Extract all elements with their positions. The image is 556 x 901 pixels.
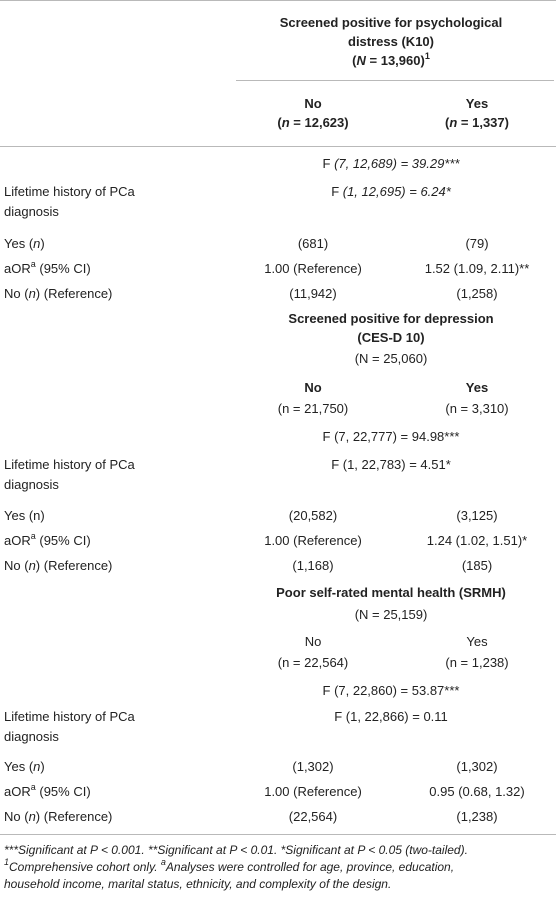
sec1-col-no-label: No — [304, 96, 322, 111]
sec1-yes-no-value: (681) — [297, 236, 329, 251]
sec2-f-overall: F (7, 22,777) = 94.98*** — [322, 429, 460, 444]
sec1-header-rule — [236, 80, 554, 81]
sec3-aor-label: aORa (95% CI) — [4, 781, 91, 799]
sec1-pca-label-line1: Lifetime history of PCa — [4, 184, 135, 199]
sec2-aor-no-value: 1.00 (Reference) — [264, 533, 362, 548]
sec1-col-no-n: (n = 12,623) — [277, 115, 349, 130]
sec2-pca-label-line2: diagnosis — [4, 477, 59, 492]
sec2-yes-label: Yes (n) — [4, 508, 45, 523]
sec3-aor-no-value: 1.00 (Reference) — [264, 784, 362, 799]
sec3-yes-label: Yes (n) — [4, 759, 45, 774]
sec2-f-pca: F (1, 22,783) = 4.51* — [331, 457, 451, 472]
table-bottom-rule — [0, 834, 556, 835]
sec2-pca-label-line1: Lifetime history of PCa — [4, 457, 135, 472]
sec2-yes-yes-value: (3,125) — [456, 508, 498, 523]
sec3-yes-no-value: (1,302) — [292, 759, 334, 774]
sec2-aor-label: aORa (95% CI) — [4, 530, 91, 548]
sec3-col-yes-n: (n = 1,238) — [445, 655, 509, 670]
sec3-yes-yes-value: (1,302) — [456, 759, 498, 774]
top-rule — [0, 0, 556, 1]
footnote-significance: ***Significant at P < 0.001. **Significa… — [4, 843, 468, 857]
sec2-noref-no-value: (1,168) — [292, 558, 334, 573]
header-bottom-rule — [0, 146, 556, 147]
sec2-col-yes-n: (n = 3,310) — [445, 401, 509, 416]
sec1-n-total: (N = 13,960)1 — [352, 50, 430, 68]
sec1-title-line1: Screened positive for psychological — [279, 15, 503, 30]
sec2-yes-no-value: (20,582) — [288, 508, 338, 523]
sec3-pca-label-line1: Lifetime history of PCa — [4, 709, 135, 724]
sec3-pca-label-line2: diagnosis — [4, 729, 59, 744]
sec2-n-total: (N = 25,060) — [354, 351, 428, 366]
sec1-col-yes-label: Yes — [465, 96, 489, 111]
sec1-yes-label: Yes (n) — [4, 236, 45, 251]
sec3-noref-no-value: (22,564) — [288, 809, 338, 824]
sec3-noref-yes-value: (1,238) — [456, 809, 498, 824]
sec2-col-yes-label: Yes — [465, 380, 489, 395]
sec1-yes-yes-value: (79) — [465, 236, 489, 251]
sec2-title-line2: (CES-D 10) — [357, 330, 425, 345]
sec1-f-overall: F (7, 12,689) = 39.29*** — [322, 156, 460, 171]
sec3-col-yes-label: Yes — [466, 634, 488, 649]
sec1-f-pca: F (1, 12,695) = 6.24* — [331, 184, 451, 199]
sec1-aor-yes-value: 1.52 (1.09, 2.11)** — [424, 261, 530, 276]
sec1-noref-yes-value: (1,258) — [456, 286, 498, 301]
sec2-noref-label: No (n) (Reference) — [4, 558, 113, 573]
sec1-aor-no-value: 1.00 (Reference) — [264, 261, 362, 276]
sec2-aor-yes-value: 1.24 (1.02, 1.51)* — [426, 533, 528, 548]
sec1-title-line2: distress (K10) — [348, 34, 434, 49]
sec3-f-overall: F (7, 22,860) = 53.87*** — [322, 683, 460, 698]
sec3-noref-label: No (n) (Reference) — [4, 809, 113, 824]
footnote-cohort-analysis: 1Comprehensive cohort only. aAnalyses we… — [4, 857, 455, 875]
sec2-col-no-label: No — [304, 380, 322, 395]
sec3-title: Poor self-rated mental health (SRMH) — [276, 585, 506, 600]
sec1-noref-label: No (n) (Reference) — [4, 286, 113, 301]
sec2-noref-yes-value: (185) — [461, 558, 493, 573]
sec3-aor-yes-value: 0.95 (0.68, 1.32) — [429, 784, 525, 799]
sec2-col-no-n: (n = 21,750) — [277, 401, 349, 416]
sec1-col-yes-n: (n = 1,337) — [445, 115, 509, 130]
footnote-controls: household income, marital status, ethnic… — [4, 877, 392, 891]
sec3-f-pca: F (1, 22,866) = 0.11 — [334, 709, 448, 724]
sec1-noref-no-value: (11,942) — [289, 286, 337, 301]
sec3-col-no-label: No — [304, 634, 322, 649]
sec1-aor-label: aORa (95% CI) — [4, 258, 91, 276]
sec2-title-line1: Screened positive for depression — [288, 311, 494, 326]
sec1-pca-label-line2: diagnosis — [4, 204, 59, 219]
sec3-n-total: (N = 25,159) — [354, 607, 428, 622]
sec3-col-no-n: (n = 22,564) — [277, 655, 349, 670]
